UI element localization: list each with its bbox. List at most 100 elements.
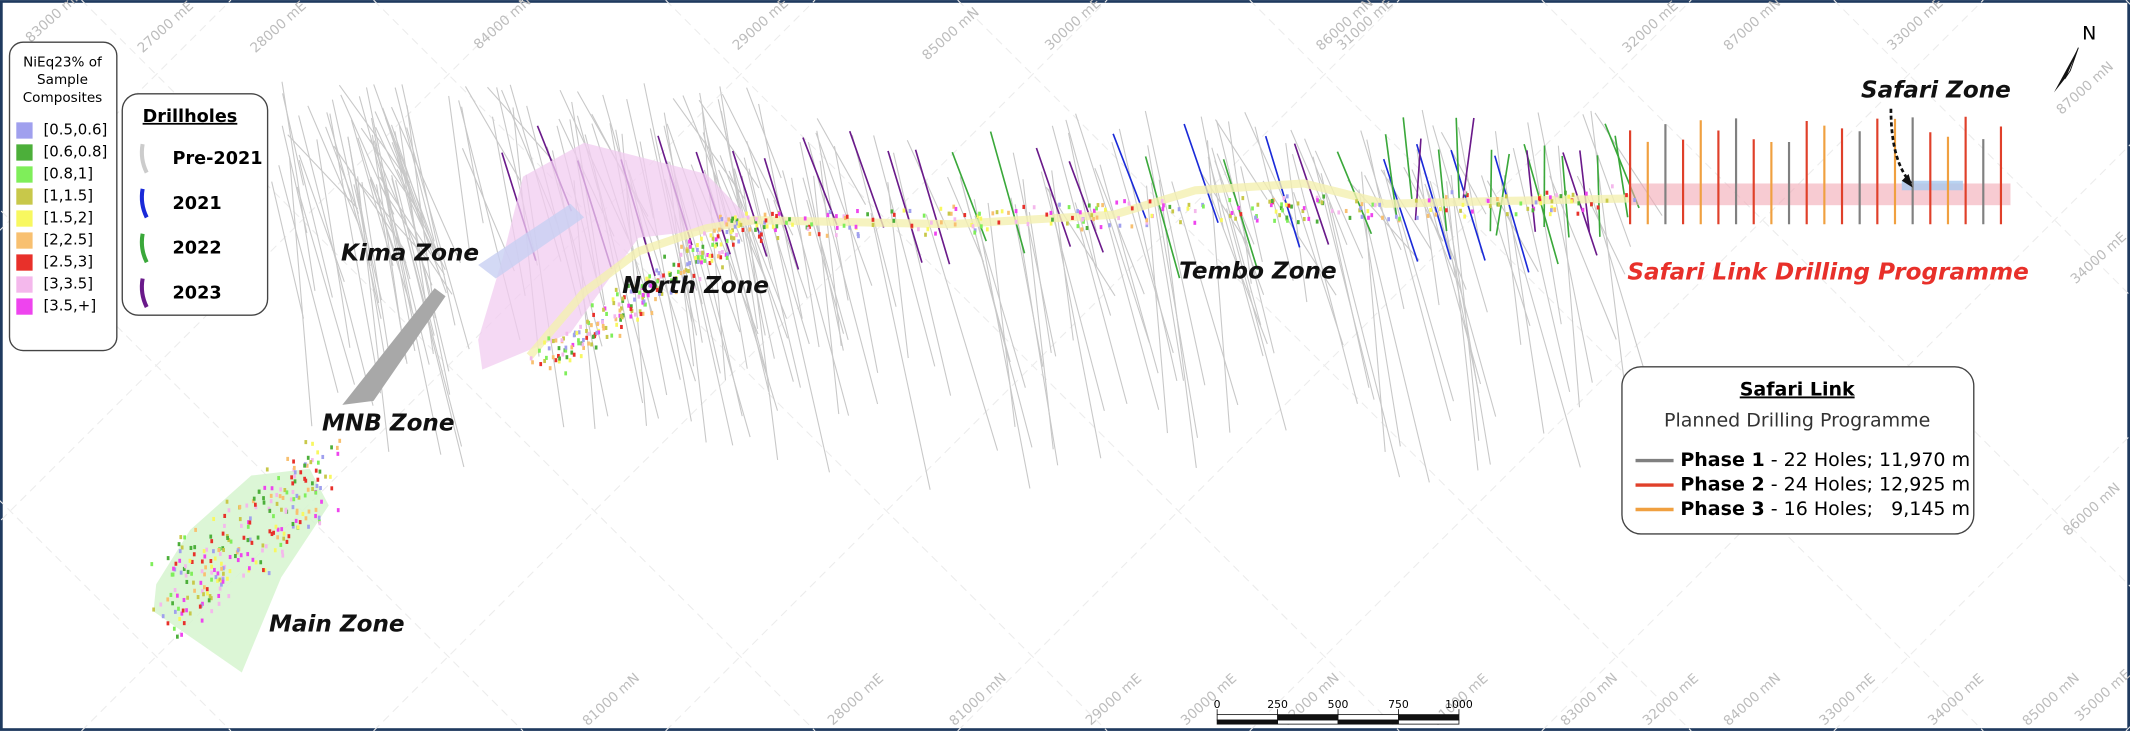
sample [208,594,212,599]
sample [172,626,176,631]
sample [304,478,308,483]
sample [1367,215,1370,220]
sample [848,225,852,230]
sample [748,227,752,232]
sample [278,494,282,499]
sample [715,242,719,247]
legend-swatch [16,276,33,293]
sample [577,341,581,346]
sample [193,545,197,550]
sample [564,345,568,350]
sample [755,223,759,228]
sample [297,495,301,500]
sample [817,232,821,237]
sample [775,213,778,219]
sample [701,251,704,256]
sample [272,530,275,535]
sample [633,312,637,317]
sample [719,242,723,247]
drillhole [357,181,428,261]
sample [579,354,583,359]
sample [696,255,700,260]
scale-segment [1277,714,1339,721]
sample [264,544,268,549]
sample [771,211,774,216]
sample [159,602,163,607]
scale-label: 0 [1214,698,1221,711]
drillhole [1211,147,1262,326]
sample [1095,206,1098,211]
phase-detail: - 24 Holes; 12,925 m [1765,474,1970,496]
sample [335,445,339,450]
sample [979,216,983,221]
zone-label: Safari Zone [1861,78,2011,104]
sample [691,247,695,252]
sample [1496,197,1499,202]
sample [1625,193,1628,198]
phase-label: Phase 3 [1680,498,1764,520]
sample [649,283,653,288]
sample [971,224,975,229]
sample [170,572,174,577]
sample [655,287,659,293]
drillhole [717,99,775,359]
sample [670,278,673,283]
sample [684,268,688,273]
sample [202,549,206,554]
drillhole [316,139,351,348]
drillhole [361,181,392,369]
phase-label: Phase 1 [1680,449,1764,471]
sample [301,511,305,516]
sample [180,611,184,616]
zone-label: Tembo Zone [1179,258,1337,284]
sample [247,520,250,525]
legend-label: [0.5,0.6] [43,120,107,138]
sample [1330,208,1334,213]
sample [1228,198,1232,203]
sample [676,269,680,274]
sample [629,289,633,294]
drillhole [773,199,808,299]
grade-legend-box [8,41,118,352]
sample [910,223,914,228]
sample [699,256,703,261]
sample [785,220,788,225]
sample [571,342,575,347]
sample [1171,209,1175,214]
sample [709,233,713,238]
sample [281,495,285,500]
grid-line [1249,0,1984,731]
sample [1280,202,1283,207]
drillhole [1240,166,1263,263]
sample [826,212,830,218]
drillhole [1068,161,1104,253]
sample [275,501,279,506]
sample [775,224,779,229]
sample [1101,203,1104,208]
sample [641,292,645,298]
sample [204,565,207,570]
sample [725,229,729,235]
sample [700,260,703,265]
sample [227,508,231,513]
sample [1301,208,1305,214]
sample [186,569,190,574]
sample [319,485,322,491]
sample [188,558,192,563]
drillhole [307,105,360,226]
sample [547,336,551,341]
sample [1358,208,1361,213]
zone-label: North Zone [622,273,769,299]
sample [1539,201,1543,206]
sample [1466,193,1469,198]
sample [1179,220,1182,225]
sample [683,280,686,285]
sample [703,258,707,263]
sample [605,334,609,339]
sample [1486,198,1490,203]
sample [745,211,748,216]
sample [1381,215,1384,220]
sample [1241,196,1245,201]
sample [629,314,633,319]
